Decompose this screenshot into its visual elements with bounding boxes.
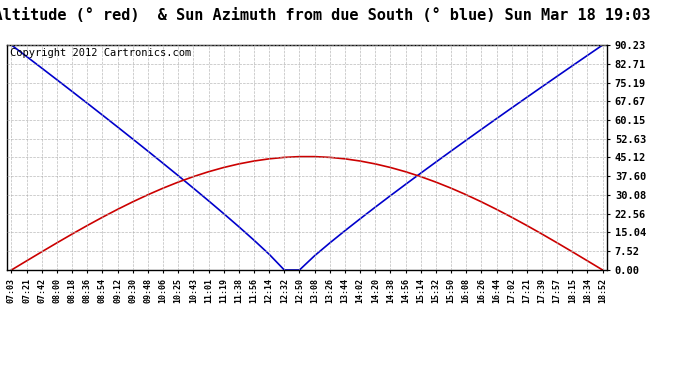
Text: Copyright 2012 Cartronics.com: Copyright 2012 Cartronics.com [10,48,191,58]
Text: Sun Altitude (° red)  & Sun Azimuth from due South (° blue) Sun Mar 18 19:03: Sun Altitude (° red) & Sun Azimuth from … [0,8,651,22]
